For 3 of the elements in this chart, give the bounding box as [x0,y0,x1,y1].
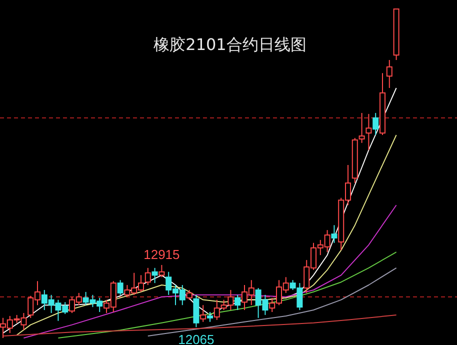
text: 橡胶2101合约日线图 [154,35,306,54]
annotation: 12065 [178,332,214,345]
annotation: 12915 [144,246,180,262]
